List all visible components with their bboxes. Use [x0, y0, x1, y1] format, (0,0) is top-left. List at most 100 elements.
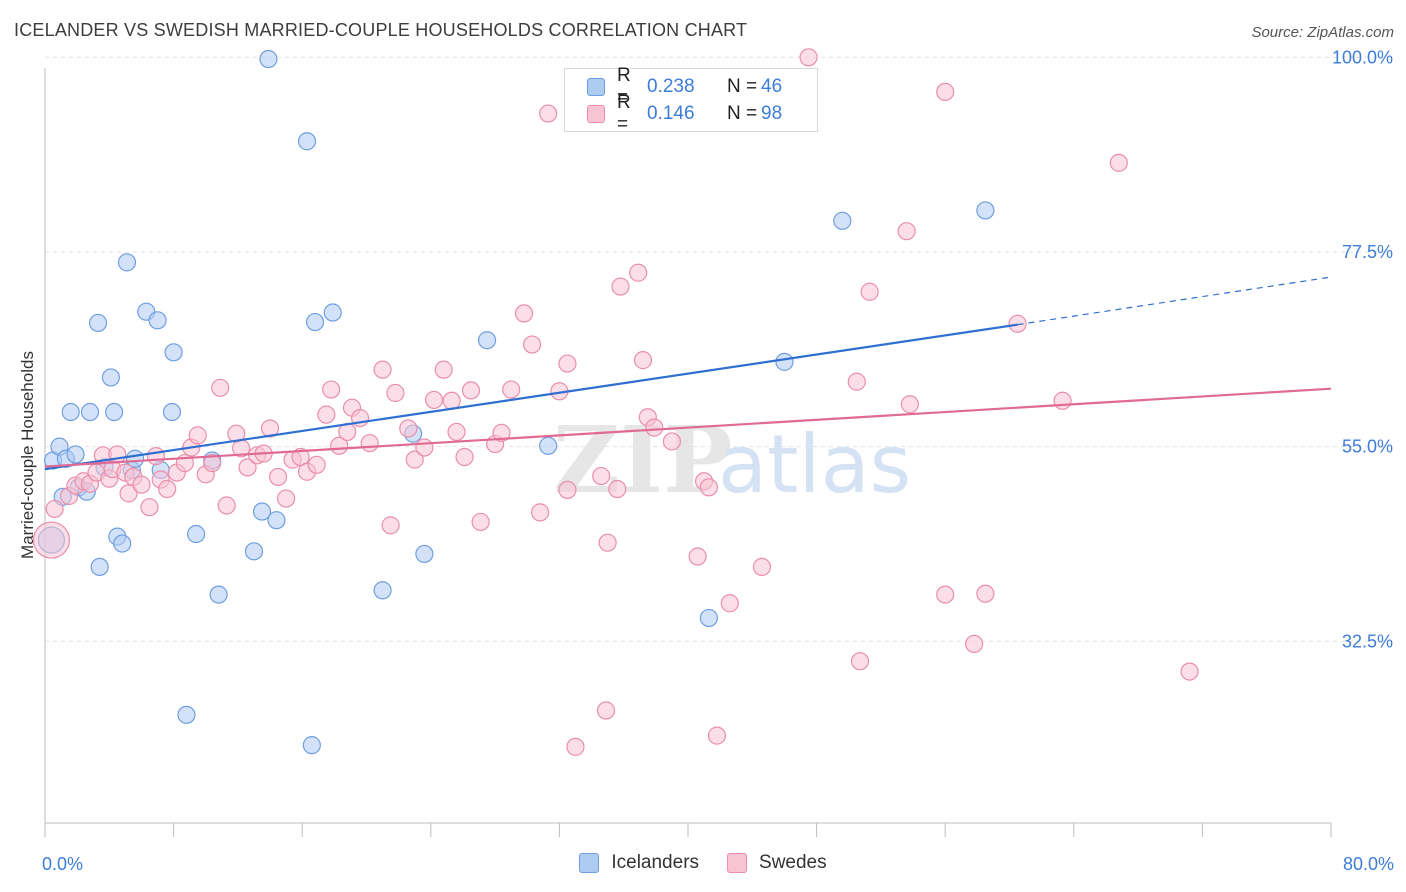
legend-n-label: N =: [727, 76, 758, 97]
trend-lines: [44, 276, 1332, 471]
icelanders-point: [66, 445, 85, 464]
swedes-point: [976, 584, 995, 603]
icelanders-point: [244, 542, 264, 561]
swedes-point: [119, 484, 138, 503]
series-swatch-swedes: [727, 853, 748, 873]
icelanders-point: [252, 502, 272, 521]
icelanders-point: [101, 368, 121, 387]
axes: [44, 68, 1332, 837]
swedes-point: [1109, 153, 1128, 172]
icelanders-point: [148, 311, 167, 330]
swedes-point: [492, 423, 511, 442]
legend-n-value-swedes: 98: [761, 103, 783, 124]
y-tick-label: 32.5%: [1342, 631, 1393, 651]
legend-r-label: R =: [617, 65, 631, 108]
swedes-point: [211, 378, 230, 397]
icelanders-point: [61, 402, 80, 422]
icelanders-trend-extension: [1017, 276, 1332, 326]
swedes-point: [936, 82, 955, 102]
icelanders-point: [976, 201, 995, 220]
icelanders-point: [477, 331, 497, 350]
icelanders-point: [302, 736, 321, 755]
icelanders-point: [117, 253, 137, 272]
swedes-trend-line: [44, 387, 1332, 468]
data-points: [32, 48, 1199, 756]
chart-title: ICELANDER VS SWEDISH MARRIED-COUPLE HOUS…: [14, 20, 748, 40]
swedes-point: [611, 277, 630, 296]
swedes-point: [936, 585, 955, 604]
y-tick-label: 55.0%: [1342, 437, 1393, 457]
swedes-point: [360, 434, 379, 453]
swedes-point: [381, 516, 400, 535]
swedes-point: [188, 426, 207, 445]
icelanders-point: [539, 436, 558, 455]
swedes-point: [860, 282, 879, 301]
swedes-point: [596, 701, 616, 720]
swedes-point: [707, 726, 727, 745]
swedes-point: [645, 418, 664, 437]
swedes-point: [900, 395, 919, 414]
swedes-point: [461, 381, 481, 400]
series-legend-swedes[interactable]: Swedes: [727, 852, 827, 874]
icelanders-trend-line: [44, 323, 1018, 471]
swedes-point: [140, 498, 159, 517]
icelanders-point: [187, 524, 206, 544]
icelanders-point: [267, 511, 286, 530]
icelanders-point: [373, 581, 392, 600]
swedes-point: [455, 447, 474, 467]
swedes-point: [1180, 662, 1199, 681]
swedes-point: [307, 455, 326, 474]
x-tick-label: 80.0%: [1343, 854, 1394, 874]
icelanders-point: [209, 585, 228, 604]
swedes-point: [322, 380, 341, 399]
legend-r-value-icelanders: 0.238: [647, 76, 695, 97]
icelanders-point: [305, 312, 325, 332]
legend-r-label: R =: [617, 92, 631, 135]
icelanders-point: [323, 303, 342, 322]
swedes-point: [897, 222, 916, 241]
icelanders-point: [297, 132, 317, 151]
icelanders-point: [113, 534, 132, 553]
icelanders-point: [775, 352, 794, 371]
icelanders-point: [177, 705, 196, 724]
y-tick-label: 77.5%: [1342, 242, 1393, 262]
swedes-point: [592, 466, 611, 486]
legend-r-value-swedes: 0.146: [647, 103, 695, 124]
legend-row-icelanders: R = 0.238 N = 46: [587, 65, 782, 108]
swedes-point: [146, 447, 166, 466]
swedes-point: [752, 557, 772, 577]
icelanders-point: [259, 49, 278, 69]
watermark: ZIP atlas: [553, 406, 911, 514]
x-tick-label: 0.0%: [42, 854, 83, 874]
swedes-point: [629, 263, 648, 282]
legend-n-label: N =: [727, 103, 758, 124]
swedes-point: [386, 383, 405, 403]
swedes-point: [415, 438, 434, 457]
swedes-point: [558, 354, 577, 373]
swedes-point: [531, 503, 550, 522]
swedes-point: [502, 380, 521, 399]
series-label-swedes: Swedes: [759, 852, 827, 873]
icelanders-point: [90, 557, 109, 577]
correlation-legend: R = 0.238 N = 46 R = 0.146 N = 98: [564, 65, 818, 135]
swedes-point: [850, 652, 870, 671]
swedes-point: [217, 496, 236, 515]
series-legend-icelanders[interactable]: Icelanders: [579, 852, 699, 874]
icelanders-point: [415, 544, 434, 564]
swedes-point: [965, 634, 984, 654]
swedes-point: [799, 48, 818, 67]
series-legend: Icelanders Swedes: [0, 852, 1406, 874]
tick-labels: 100.0% 77.5% 55.0% 32.5% 0.0% 80.0%: [42, 47, 1394, 874]
swedes-point: [260, 419, 280, 438]
swedes-point: [522, 335, 542, 354]
swedes-point: [45, 499, 64, 519]
swedes-point: [847, 372, 866, 391]
series-label-icelanders: Icelanders: [611, 852, 700, 873]
swedes-point: [1008, 314, 1027, 333]
swedes-point: [434, 360, 453, 379]
swedes-point: [203, 453, 222, 473]
swedes-point: [699, 478, 718, 497]
legend-swatch-swedes: [587, 105, 605, 123]
series-swatch-icelanders: [579, 853, 600, 873]
